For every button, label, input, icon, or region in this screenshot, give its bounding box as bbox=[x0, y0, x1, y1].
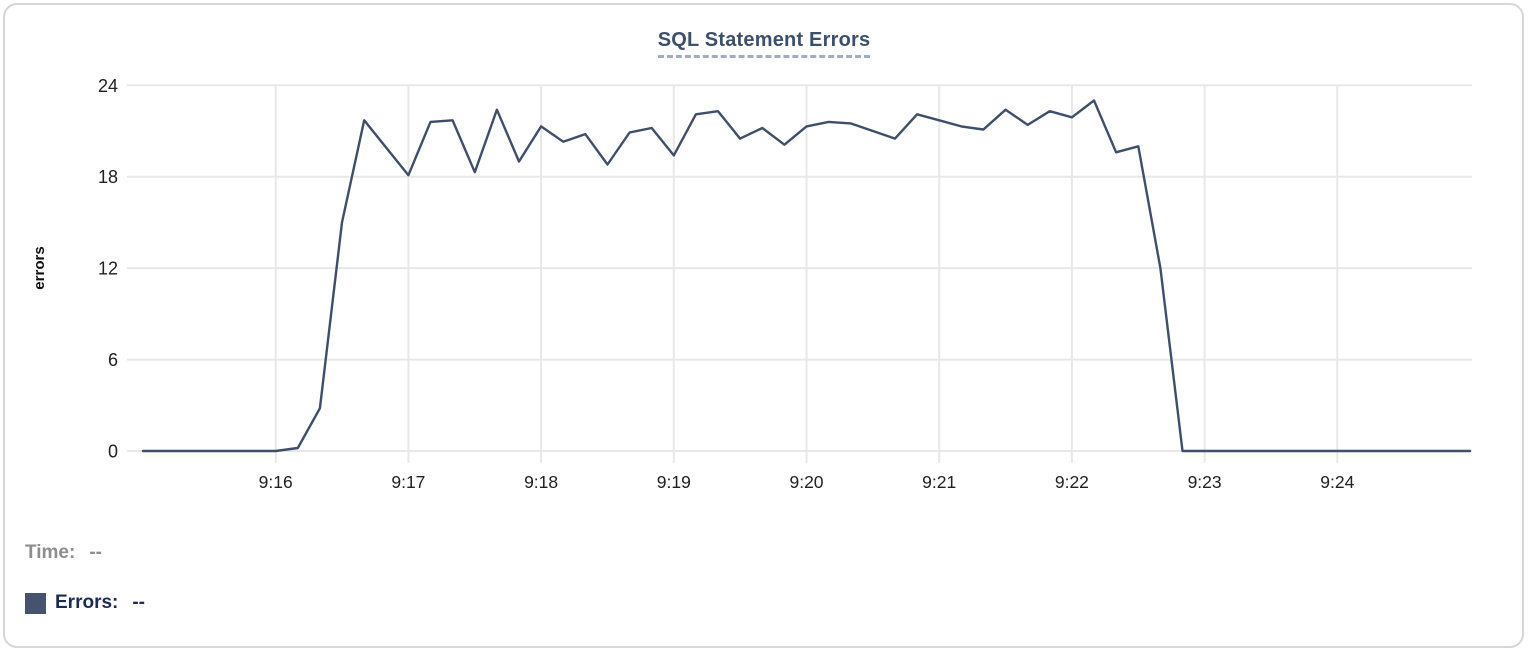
chart-card bbox=[3, 3, 1524, 648]
hover-readout: Time: -- Errors: -- bbox=[25, 541, 145, 615]
y-axis-title: errors bbox=[31, 246, 48, 289]
x-tick-label: 9:23 bbox=[1188, 472, 1222, 492]
y-tick-label: 0 bbox=[108, 442, 118, 462]
tooltip-time-value: -- bbox=[89, 542, 102, 563]
x-tick-label: 9:21 bbox=[922, 472, 956, 492]
errors-series-line[interactable] bbox=[141, 99, 1472, 453]
x-tick-label: 9:20 bbox=[789, 472, 823, 492]
x-tick-label: 9:19 bbox=[657, 472, 691, 492]
y-tick-label: 6 bbox=[108, 350, 118, 370]
x-tick-label: 9:22 bbox=[1055, 472, 1089, 492]
y-tick-label: 12 bbox=[98, 259, 118, 279]
legend-errors-row[interactable]: Errors: -- bbox=[25, 591, 145, 615]
x-tick-label: 9:24 bbox=[1320, 472, 1354, 492]
y-tick-label: 24 bbox=[98, 76, 118, 96]
legend-errors-label: Errors: bbox=[55, 592, 119, 613]
errors-line-chart[interactable]: 9:16 9:17 9:18 9:19 9:20 9:21 9:22 9:23 9:24 0 6 12… bbox=[0, 0, 1528, 520]
errors-series-swatch bbox=[25, 592, 46, 614]
x-tick-label: 9:17 bbox=[391, 472, 425, 492]
y-tick-label: 18 bbox=[98, 167, 118, 187]
x-tick-label: 9:18 bbox=[524, 472, 558, 492]
x-tick-label: 9:16 bbox=[259, 472, 293, 492]
tooltip-errors-value: -- bbox=[132, 592, 146, 613]
tooltip-time-row: Time: -- bbox=[25, 541, 145, 565]
tooltip-time-label: Time: bbox=[25, 542, 76, 563]
chart-header: SQL Statement Errors bbox=[0, 29, 1528, 58]
chart-title[interactable]: SQL Statement Errors bbox=[657, 29, 871, 58]
